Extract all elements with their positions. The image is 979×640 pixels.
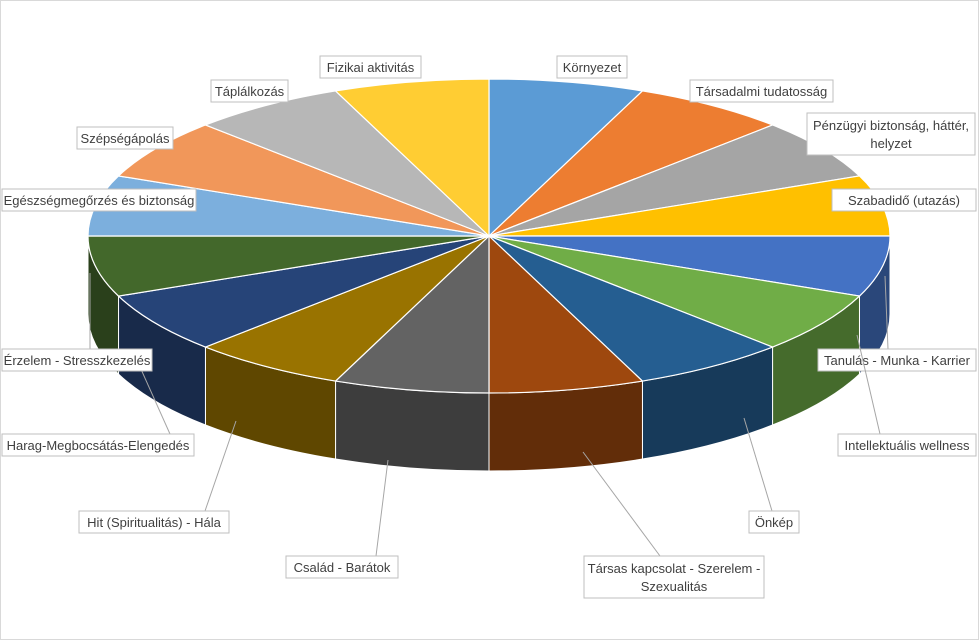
- data-label-2-line-1: Társadalmi tudatosság: [696, 84, 828, 99]
- pie-side-9: [335, 380, 490, 472]
- data-label-12: Érzelem - Stresszkezelés: [4, 353, 151, 368]
- data-label-6-line-1: Intellektuális wellness: [844, 438, 970, 453]
- leader-line-5: [884, 275, 889, 350]
- data-label-4-line-1: Szabadidő (utazás): [848, 193, 960, 208]
- data-label-3: Pénzügyi biztonság, háttér, helyzet: [813, 118, 969, 151]
- data-label-box-4: [831, 188, 977, 212]
- pie-slice-16: [334, 78, 490, 238]
- pie-slice-8: [488, 234, 644, 394]
- data-label-box-8: [583, 555, 765, 599]
- data-label-15: Táplálkozás: [215, 84, 285, 99]
- pie-slice-10: [203, 235, 490, 382]
- data-label-8: Társas kapcsolat - Szerelem - Szexualitás: [588, 561, 761, 594]
- data-label-box-13: [1, 188, 197, 212]
- data-label-10-line-1: Hit (Spiritualitás) - Hála: [87, 515, 221, 530]
- data-label-16: Fizikai aktivitás: [327, 60, 415, 75]
- data-label-box-1: [556, 55, 628, 79]
- data-label-1-line-1: Környezet: [563, 60, 622, 75]
- data-label-box-11: [1, 433, 195, 457]
- leader-line-10: [204, 420, 237, 512]
- data-label-15-line-1: Táplálkozás: [215, 84, 285, 99]
- pie-slice-5: [488, 235, 891, 297]
- data-label-4: Szabadidő (utazás): [848, 193, 960, 208]
- data-label-box-5: [817, 348, 977, 372]
- data-label-13: Egészségmegőrzés és biztonság: [4, 193, 195, 208]
- pie-slice-9: [334, 234, 490, 394]
- data-label-6: Intellektuális wellness: [844, 438, 970, 453]
- pie-slice-6: [488, 235, 861, 348]
- leader-line-7: [743, 417, 773, 512]
- data-label-16-line-1: Fizikai aktivitás: [327, 60, 415, 75]
- pie-slice-15: [203, 90, 490, 237]
- data-label-7-line-1: Önkép: [755, 515, 793, 530]
- data-label-box-14: [76, 126, 174, 150]
- leader-line-11: [139, 366, 171, 435]
- pie-slice-7: [488, 235, 775, 382]
- data-label-11: Harag-Megbocsátás-Elengedés: [7, 438, 190, 453]
- data-label-8-line-2: Szexualitás: [641, 579, 708, 594]
- data-label-box-16: [319, 55, 422, 79]
- pie-side-8: [488, 380, 643, 472]
- data-label-box-9: [285, 555, 399, 579]
- pie-slice-11: [117, 235, 490, 348]
- data-label-box-6: [837, 433, 977, 457]
- pie-slice-1: [488, 78, 644, 238]
- data-label-5-line-1: Tanulás - Munka - Karrier: [824, 353, 971, 368]
- data-label-box-10: [78, 510, 230, 534]
- pie-slice-2: [488, 90, 775, 237]
- pie-slice-12: [87, 235, 490, 297]
- data-label-13-line-1: Egészségmegőrzés és biztonság: [4, 193, 195, 208]
- data-label-9-line-1: Család - Barátok: [294, 560, 391, 575]
- data-label-14-line-1: Szépségápolás: [81, 131, 170, 146]
- data-label-9: Család - Barátok: [294, 560, 391, 575]
- data-label-8-line-1: Társas kapcsolat - Szerelem -: [588, 561, 761, 576]
- data-label-box-15: [210, 79, 289, 103]
- leader-line-8: [582, 451, 661, 557]
- data-labels: Környezet Társadalmi tudatosság Pénzügyi b…: [1, 55, 977, 599]
- data-label-box-3: [806, 112, 976, 156]
- data-label-box-7: [748, 510, 800, 534]
- data-label-11-line-1: Harag-Megbocsátás-Elengedés: [7, 438, 190, 453]
- data-label-1: Környezet: [563, 60, 622, 75]
- data-label-5: Tanulás - Munka - Karrier: [824, 353, 971, 368]
- data-label-10: Hit (Spiritualitás) - Hála: [87, 515, 221, 530]
- data-label-2: Társadalmi tudatosság: [696, 84, 828, 99]
- data-label-3-line-1: Pénzügyi biztonság, háttér,: [813, 118, 969, 133]
- data-label-7: Önkép: [755, 515, 793, 530]
- data-label-box-2: [689, 79, 834, 103]
- data-label-box-12: [1, 348, 153, 372]
- data-label-3-line-2: helyzet: [870, 136, 912, 151]
- leader-line-6: [856, 334, 881, 435]
- data-label-14: Szépségápolás: [81, 131, 170, 146]
- data-label-12-line-1: Érzelem - Stresszkezelés: [4, 353, 151, 368]
- pie-tops: [87, 78, 891, 394]
- leader-line-9: [375, 459, 389, 557]
